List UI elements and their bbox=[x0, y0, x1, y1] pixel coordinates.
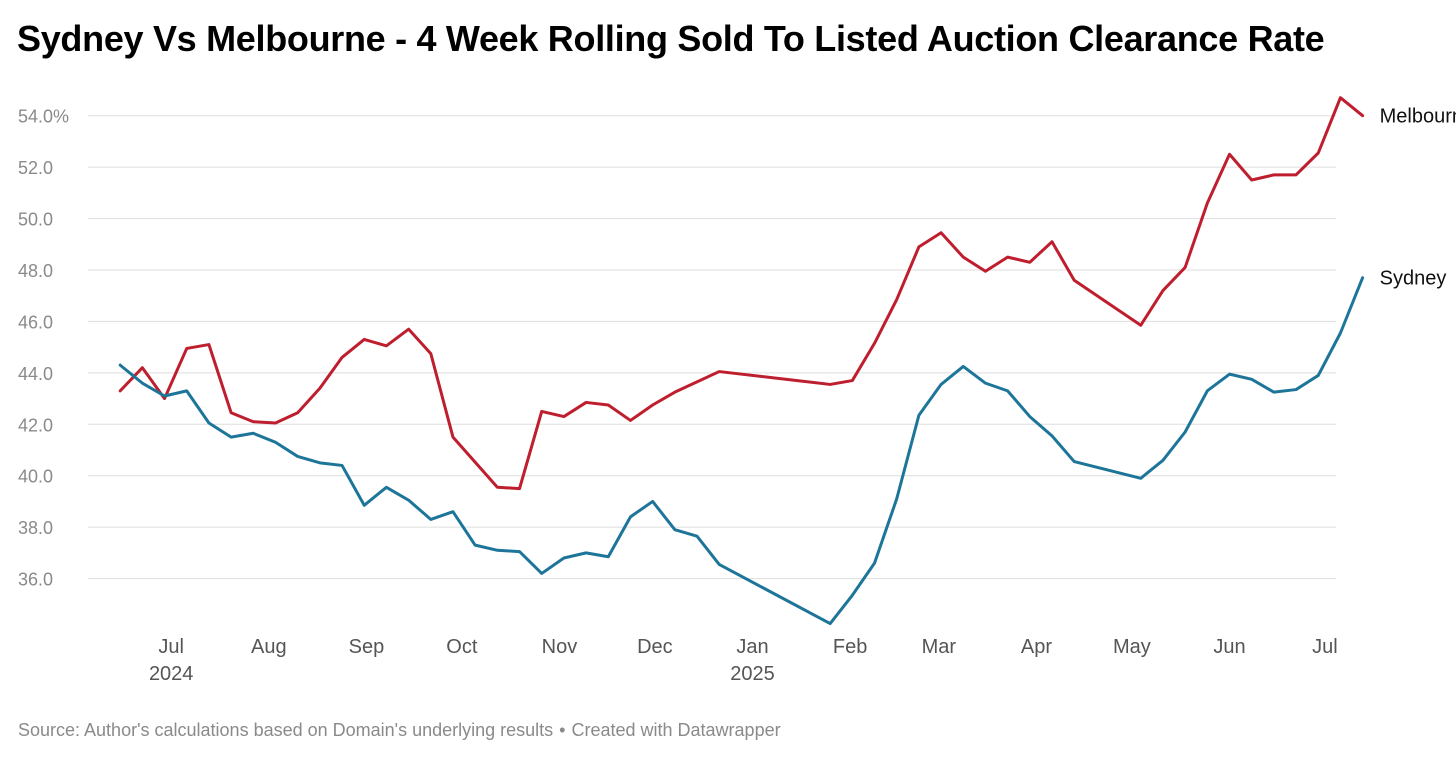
x-tick-label: Mar bbox=[922, 636, 957, 658]
x-tick-year-label: 2025 bbox=[730, 663, 775, 685]
source-note: Source: Author's calculations based on D… bbox=[18, 720, 554, 740]
y-tick-label: 36.0 bbox=[18, 570, 53, 590]
y-tick-label: 50.0 bbox=[18, 210, 53, 230]
x-tick-label: Feb bbox=[833, 636, 867, 658]
x-tick-label: Jul bbox=[1312, 636, 1338, 658]
x-tick-label: Jul bbox=[158, 636, 184, 658]
series-lines bbox=[118, 96, 1365, 626]
x-tick-label: Jan bbox=[736, 636, 768, 658]
sydney-line bbox=[118, 276, 1365, 626]
melbourne-line bbox=[118, 96, 1365, 491]
x-tick-label: Jun bbox=[1213, 636, 1245, 658]
gridlines bbox=[88, 115, 1336, 580]
line-chart: 36.0 38.0 40.0 42.0 44.0 46.0 48.0 50.0 52.0 54.0… bbox=[18, 96, 1456, 685]
y-tick-label: 42.0 bbox=[18, 415, 53, 435]
y-tick-label: 46.0 bbox=[18, 312, 53, 332]
x-axis: Jul 2024 Aug Sep Oct Nov Dec Jan 2025 Feb Mar Apr Ma… bbox=[149, 636, 1338, 685]
series-labels: Melbourne Sydney bbox=[1380, 106, 1456, 290]
chart-title: Sydney Vs Melbourne - 4 Week Rolling Sol… bbox=[17, 18, 1325, 59]
y-tick-label: 38.0 bbox=[18, 518, 53, 538]
melbourne-series-label: Melbourne bbox=[1380, 106, 1456, 128]
x-tick-label: Dec bbox=[637, 636, 673, 658]
y-tick-label: 48.0 bbox=[18, 261, 53, 281]
x-tick-label: Sep bbox=[349, 636, 385, 658]
sydney-series-label: Sydney bbox=[1380, 268, 1447, 290]
x-tick-label: Apr bbox=[1021, 636, 1052, 658]
credit-link[interactable]: Created with Datawrapper bbox=[571, 720, 781, 740]
y-axis: 36.0 38.0 40.0 42.0 44.0 46.0 48.0 50.0 52.0 54.0… bbox=[18, 107, 69, 590]
x-tick-label: May bbox=[1113, 636, 1151, 658]
chart-footer: Source: Author's calculations based on D… bbox=[18, 720, 781, 741]
y-tick-label: 52.0 bbox=[18, 158, 53, 178]
y-tick-label: 44.0 bbox=[18, 364, 53, 384]
x-tick-label: Nov bbox=[542, 636, 578, 658]
x-tick-label: Aug bbox=[251, 636, 287, 658]
y-tick-label: 54.0% bbox=[18, 107, 69, 127]
footer-separator: • bbox=[559, 720, 566, 740]
x-tick-year-label: 2024 bbox=[149, 663, 194, 685]
y-tick-label: 40.0 bbox=[18, 467, 53, 487]
x-tick-label: Oct bbox=[446, 636, 478, 658]
